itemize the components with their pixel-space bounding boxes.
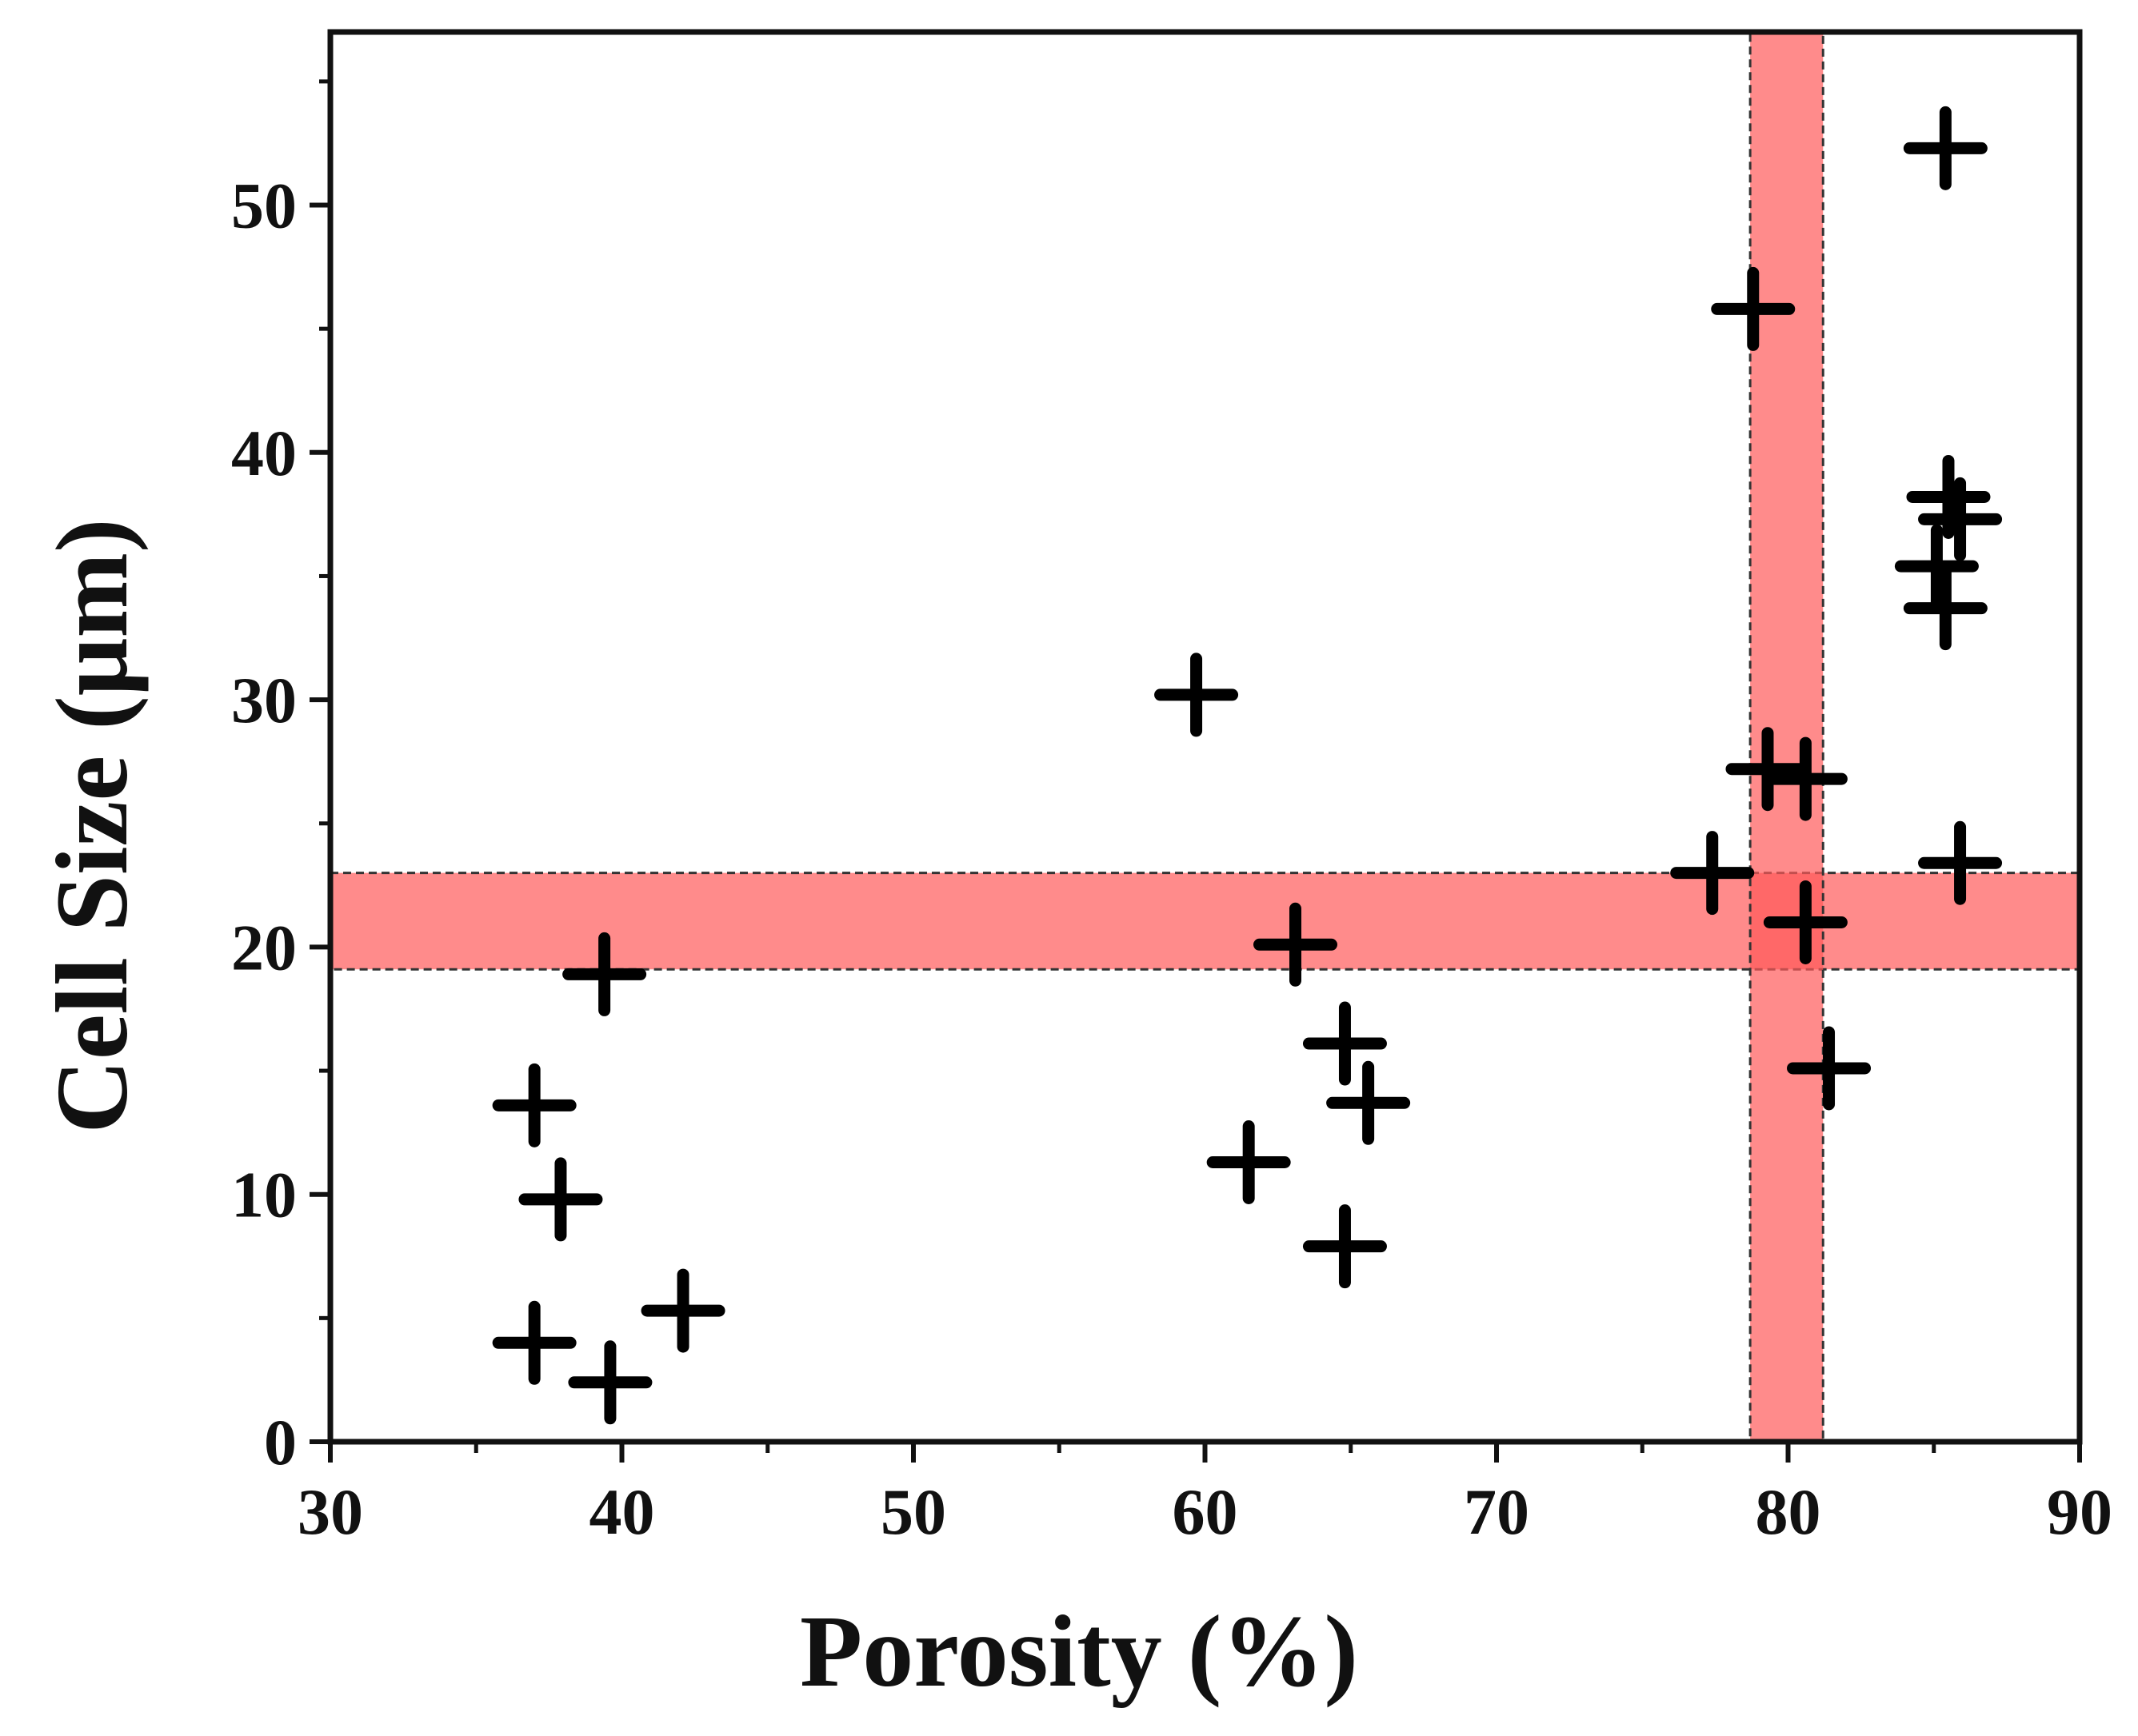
x-tick-label: 30 [298, 1475, 363, 1548]
data-point [1894, 524, 1979, 609]
data-point [1206, 1119, 1291, 1204]
data-point [568, 1340, 653, 1425]
data-point [1918, 477, 2003, 561]
highlight-bands [329, 30, 2081, 1443]
data-point [518, 1157, 603, 1242]
data-point [1918, 820, 2003, 905]
data-point [1903, 566, 1988, 651]
data-point [1903, 106, 1988, 190]
data-point [1154, 652, 1239, 737]
x-tick-label: 90 [2047, 1475, 2112, 1548]
data-point [1763, 736, 1848, 821]
data-point [1725, 727, 1810, 812]
y-tick-label: 50 [231, 170, 297, 242]
y-tick-label: 20 [231, 911, 297, 984]
y-tick-label: 10 [231, 1159, 297, 1231]
x-tick-label: 80 [1756, 1475, 1821, 1548]
data-point [1763, 880, 1848, 964]
data-point [562, 932, 647, 1016]
x-tick-label: 50 [881, 1475, 946, 1548]
y-tick-label: 0 [264, 1406, 297, 1479]
y-tick-label: 40 [231, 417, 297, 489]
data-points [492, 106, 2003, 1425]
data-point [641, 1268, 725, 1353]
x-tick-label: 40 [589, 1475, 655, 1548]
data-point [1670, 831, 1755, 916]
x-axis-title: Porosity (%) [800, 1594, 1358, 1708]
data-point [1302, 1001, 1387, 1086]
x-tick-label: 70 [1464, 1475, 1529, 1548]
axes: 30 40 50 60 70 80 90 0 10 20 30 40 50 [231, 29, 2112, 1548]
data-point [492, 1063, 577, 1147]
x-tick-label: 60 [1173, 1475, 1238, 1548]
data-point [1787, 1026, 1872, 1111]
data-point [492, 1300, 577, 1385]
y-axis-title: Cell Size (μm) [35, 518, 149, 1133]
highlight-band-x [1748, 30, 1824, 1443]
y-tick-label: 30 [231, 664, 297, 736]
data-point [1326, 1060, 1411, 1145]
data-point [1711, 266, 1796, 351]
data-point [1302, 1204, 1387, 1289]
data-point [1253, 902, 1337, 987]
